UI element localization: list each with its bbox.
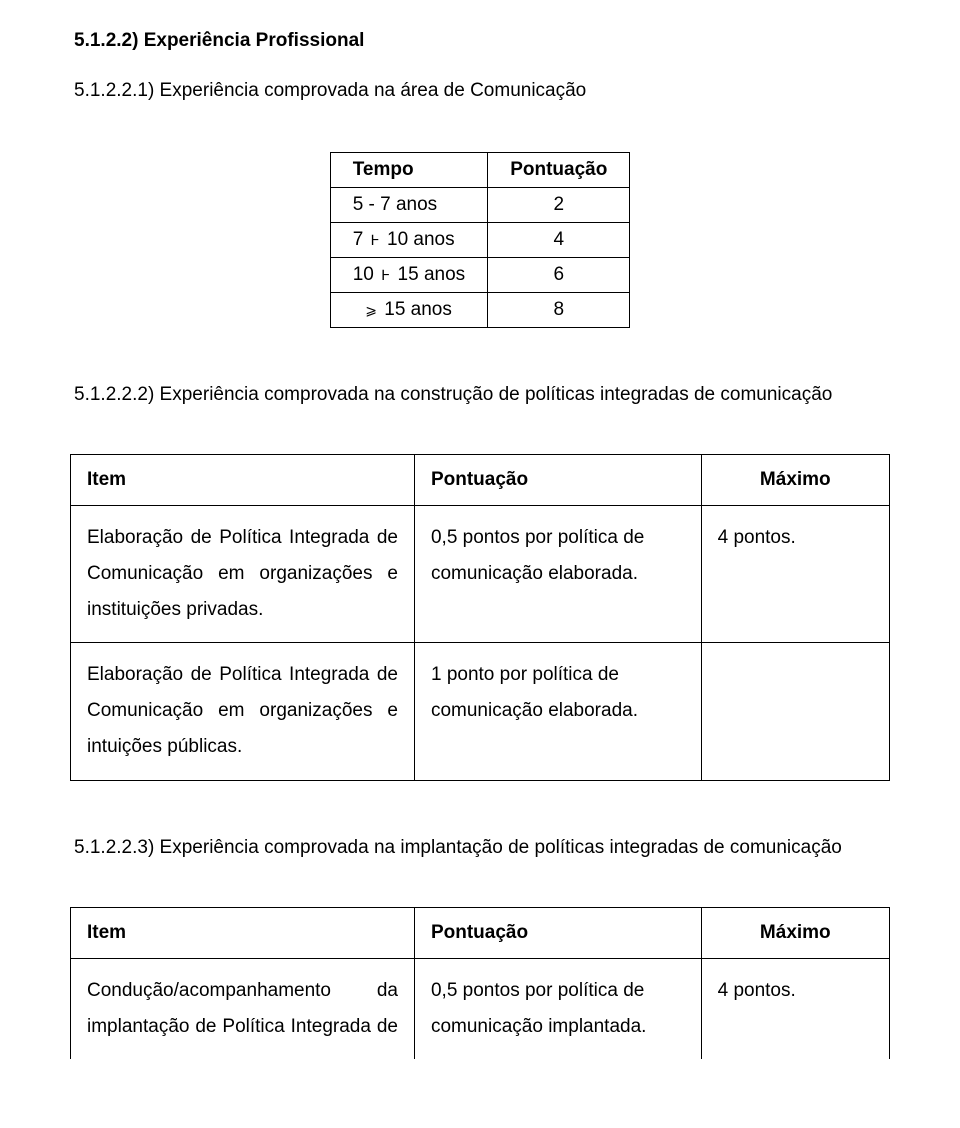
pontuacao-cell: 6 bbox=[488, 258, 630, 293]
table-row: Condução/acompanhamento da implantação d… bbox=[71, 958, 890, 1059]
interval-symbol-icon: Ͱ bbox=[381, 267, 390, 284]
tempo-pontuacao-table: Tempo Pontuação 5 - 7 anos 2 7 Ͱ 10 anos… bbox=[330, 152, 631, 328]
implantacao-politicas-table: Item Pontuação Máximo Condução/acompanha… bbox=[70, 907, 890, 1059]
col-item-header: Item bbox=[71, 455, 415, 506]
section-heading-5-1-2-2-2: 5.1.2.2.2) Experiência comprovada na con… bbox=[74, 384, 890, 406]
table-row: Elaboração de Política Integrada de Comu… bbox=[71, 643, 890, 780]
col-pontuacao-header: Pontuação bbox=[414, 907, 701, 958]
maximo-cell bbox=[701, 643, 889, 780]
col-maximo-header: Máximo bbox=[701, 907, 889, 958]
tempo-cell: ⩾ 15 anos bbox=[330, 293, 488, 328]
item-cell: Condução/acompanhamento da implantação d… bbox=[71, 958, 415, 1059]
item-cell: Elaboração de Política Integrada de Comu… bbox=[71, 643, 415, 780]
tempo-cell: 5 - 7 anos bbox=[330, 188, 488, 223]
table-row: ⩾ 15 anos 8 bbox=[330, 293, 630, 328]
document-page: 5.1.2.2) Experiência Profissional 5.1.2.… bbox=[0, 0, 960, 1099]
section-heading-5-1-2-2: 5.1.2.2) Experiência Profissional bbox=[74, 30, 890, 52]
gte-symbol-icon: ⩾ bbox=[365, 302, 377, 319]
section-heading-5-1-2-2-3: 5.1.2.2.3) Experiência comprovada na imp… bbox=[74, 837, 890, 859]
pontuacao-cell: 0,5 pontos por política de comunicação e… bbox=[414, 506, 701, 643]
table-row: 7 Ͱ 10 anos 4 bbox=[330, 223, 630, 258]
col-tempo-header: Tempo bbox=[330, 153, 488, 188]
col-maximo-header: Máximo bbox=[701, 455, 889, 506]
table-header-row: Item Pontuação Máximo bbox=[71, 907, 890, 958]
pontuacao-cell: 1 ponto por política de comunicação elab… bbox=[414, 643, 701, 780]
construcao-politicas-table: Item Pontuação Máximo Elaboração de Polí… bbox=[70, 454, 890, 781]
maximo-cell: 4 pontos. bbox=[701, 506, 889, 643]
pontuacao-cell: 4 bbox=[488, 223, 630, 258]
interval-symbol-icon: Ͱ bbox=[371, 232, 380, 249]
table-row: Elaboração de Política Integrada de Comu… bbox=[71, 506, 890, 643]
maximo-cell: 4 pontos. bbox=[701, 958, 889, 1059]
table-header-row: Item Pontuação Máximo bbox=[71, 455, 890, 506]
pontuacao-cell: 8 bbox=[488, 293, 630, 328]
col-item-header: Item bbox=[71, 907, 415, 958]
section-heading-5-1-2-2-1: 5.1.2.2.1) Experiência comprovada na áre… bbox=[74, 80, 890, 102]
pontuacao-cell: 0,5 pontos por política de comunicação i… bbox=[414, 958, 701, 1059]
table-row: 5 - 7 anos 2 bbox=[330, 188, 630, 223]
tempo-cell: 10 Ͱ 15 anos bbox=[330, 258, 488, 293]
col-pontuacao-header: Pontuação bbox=[488, 153, 630, 188]
table-header-row: Tempo Pontuação bbox=[330, 153, 630, 188]
item-cell: Elaboração de Política Integrada de Comu… bbox=[71, 506, 415, 643]
pontuacao-cell: 2 bbox=[488, 188, 630, 223]
tempo-cell: 7 Ͱ 10 anos bbox=[330, 223, 488, 258]
col-pontuacao-header: Pontuação bbox=[414, 455, 701, 506]
table-row: 10 Ͱ 15 anos 6 bbox=[330, 258, 630, 293]
